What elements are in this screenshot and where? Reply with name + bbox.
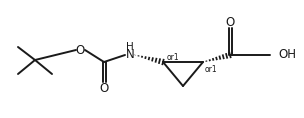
Text: OH: OH [278, 48, 296, 61]
Text: or1: or1 [205, 65, 218, 74]
Text: O: O [225, 15, 235, 29]
Text: O: O [99, 82, 109, 95]
Text: O: O [75, 44, 85, 57]
Text: H: H [126, 42, 134, 52]
Text: or1: or1 [167, 53, 180, 61]
Text: N: N [126, 48, 134, 61]
